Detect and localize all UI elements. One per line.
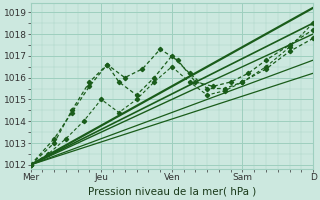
X-axis label: Pression niveau de la mer( hPa ): Pression niveau de la mer( hPa ): [88, 187, 256, 197]
